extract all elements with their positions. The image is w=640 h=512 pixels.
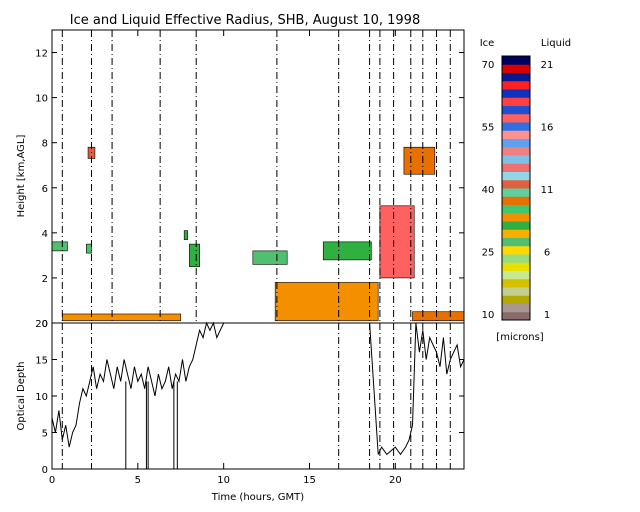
x-tick-label: 20 <box>389 475 402 486</box>
colorbar: Ice Liquid 70 55 40 25 10 21 16 11 6 1 [microns] <box>480 38 571 343</box>
upper-y-tick-label: 0 <box>42 319 48 330</box>
upper-y-axis-label: Height [km,AGL] <box>16 135 27 218</box>
upper-panel: 0 2 4 6 8 10 12 Height [km,AGL] <box>16 29 465 330</box>
x-tick-label: 0 <box>49 475 55 486</box>
x-tick-label: 15 <box>303 475 316 486</box>
colorbar-swatch <box>502 254 530 263</box>
colorbar-ticks: 70 55 40 25 10 21 16 11 6 1 <box>482 60 554 321</box>
colorbar-swatch <box>502 80 530 90</box>
colorbar-swatch <box>502 171 530 181</box>
colorbar-liquid-tick: 11 <box>541 185 554 196</box>
colorbar-swatch <box>502 97 530 106</box>
liquid-cloud-region <box>86 243 92 254</box>
colorbar-swatch <box>502 303 530 313</box>
upper-y-tick-label: 4 <box>42 229 48 240</box>
colorbar-swatch <box>502 72 530 82</box>
colorbar-liquid-tick: 6 <box>544 248 550 259</box>
colorbar-swatch <box>502 204 530 214</box>
colorbar-liquid-tick: 1 <box>544 310 550 321</box>
colorbar-swatch <box>502 245 530 255</box>
colorbar-ice-tick: 10 <box>482 310 495 321</box>
lower-plot-frame <box>51 322 465 470</box>
colorbar-swatches <box>502 56 530 321</box>
vertical-reference-lines <box>61 30 451 323</box>
colorbar-swatch <box>502 278 530 288</box>
colorbar-units: [microns] <box>496 332 543 343</box>
colorbar-ice-tick: 70 <box>482 60 495 71</box>
liquid-cloud-region <box>274 282 379 322</box>
upper-y-tick-label: 12 <box>35 49 48 60</box>
lower-y-tick-label: 15 <box>35 356 48 367</box>
colorbar-swatch <box>502 295 530 304</box>
liquid-cloud-region <box>322 241 372 261</box>
lower-y-axis-label: Optical Depth <box>16 362 27 431</box>
colorbar-swatch <box>502 163 530 172</box>
x-axis-label: Time (hours, GMT) <box>211 492 305 503</box>
colorbar-swatch <box>502 237 530 247</box>
colorbar-swatch <box>502 196 530 205</box>
colorbar-swatch <box>502 229 530 238</box>
cloud-layer <box>51 146 465 322</box>
colorbar-liquid-tick: 21 <box>541 60 554 71</box>
x-tick-label: 10 <box>217 475 230 486</box>
upper-plot-frame <box>51 29 465 324</box>
lower-y-tick-label: 10 <box>35 392 48 403</box>
colorbar-swatch <box>502 130 530 139</box>
upper-y-tick-label: 8 <box>42 139 48 150</box>
upper-y-tick-label: 6 <box>42 184 48 195</box>
colorbar-liquid-tick: 16 <box>541 123 554 134</box>
colorbar-swatch <box>502 146 530 156</box>
colorbar-swatch <box>502 56 530 65</box>
upper-y-tick-label: 10 <box>35 94 48 105</box>
lower-y-tick-label: 20 <box>35 319 48 330</box>
optical-depth-line <box>51 321 225 448</box>
colorbar-swatch <box>502 155 530 164</box>
ice-cloud-region <box>379 205 415 279</box>
colorbar-swatch <box>502 179 530 189</box>
x-ticks: 0 5 10 15 20 <box>49 30 402 486</box>
colorbar-swatch <box>502 64 530 73</box>
liquid-cloud-region <box>61 313 182 322</box>
upper-y-tick-label: 2 <box>42 274 48 285</box>
colorbar-ice-tick: 55 <box>482 123 495 134</box>
liquid-cloud-region <box>412 311 465 322</box>
colorbar-ice-tick: 40 <box>482 185 495 196</box>
colorbar-swatch <box>502 122 530 131</box>
upper-y-ticks: 0 2 4 6 8 10 12 <box>35 49 464 330</box>
liquid-cloud-region <box>189 243 200 267</box>
optical-depth-line <box>369 322 465 456</box>
ice-cloud-region <box>403 146 436 175</box>
lower-y-tick-label: 0 <box>42 465 48 476</box>
lower-y-ticks: 0 5 10 15 20 <box>35 319 464 476</box>
colorbar-swatch <box>502 188 530 197</box>
colorbar-swatch <box>502 287 530 296</box>
colorbar-swatch <box>502 221 530 230</box>
colorbar-swatch <box>502 113 530 123</box>
liquid-cloud-region <box>183 230 188 240</box>
optical-depth-series <box>51 321 465 469</box>
lower-vertical-reference-lines <box>61 323 451 469</box>
colorbar-swatch <box>502 270 530 280</box>
colorbar-swatch <box>502 138 530 148</box>
colorbar-ice-tick: 25 <box>482 248 495 259</box>
liquid-cloud-region <box>252 250 288 265</box>
colorbar-swatch <box>502 89 530 98</box>
colorbar-swatch <box>502 311 530 321</box>
liquid-cloud-region <box>51 241 68 252</box>
colorbar-frame <box>501 55 531 321</box>
x-tick-label: 5 <box>135 475 141 486</box>
chart-title: Ice and Liquid Effective Radius, SHB, Au… <box>70 13 420 28</box>
colorbar-ice-label: Ice <box>480 38 495 49</box>
lower-y-tick-label: 5 <box>42 429 48 440</box>
colorbar-swatch <box>502 262 530 271</box>
colorbar-swatch <box>502 105 530 115</box>
colorbar-swatch <box>502 212 530 222</box>
colorbar-liquid-label: Liquid <box>541 38 571 49</box>
